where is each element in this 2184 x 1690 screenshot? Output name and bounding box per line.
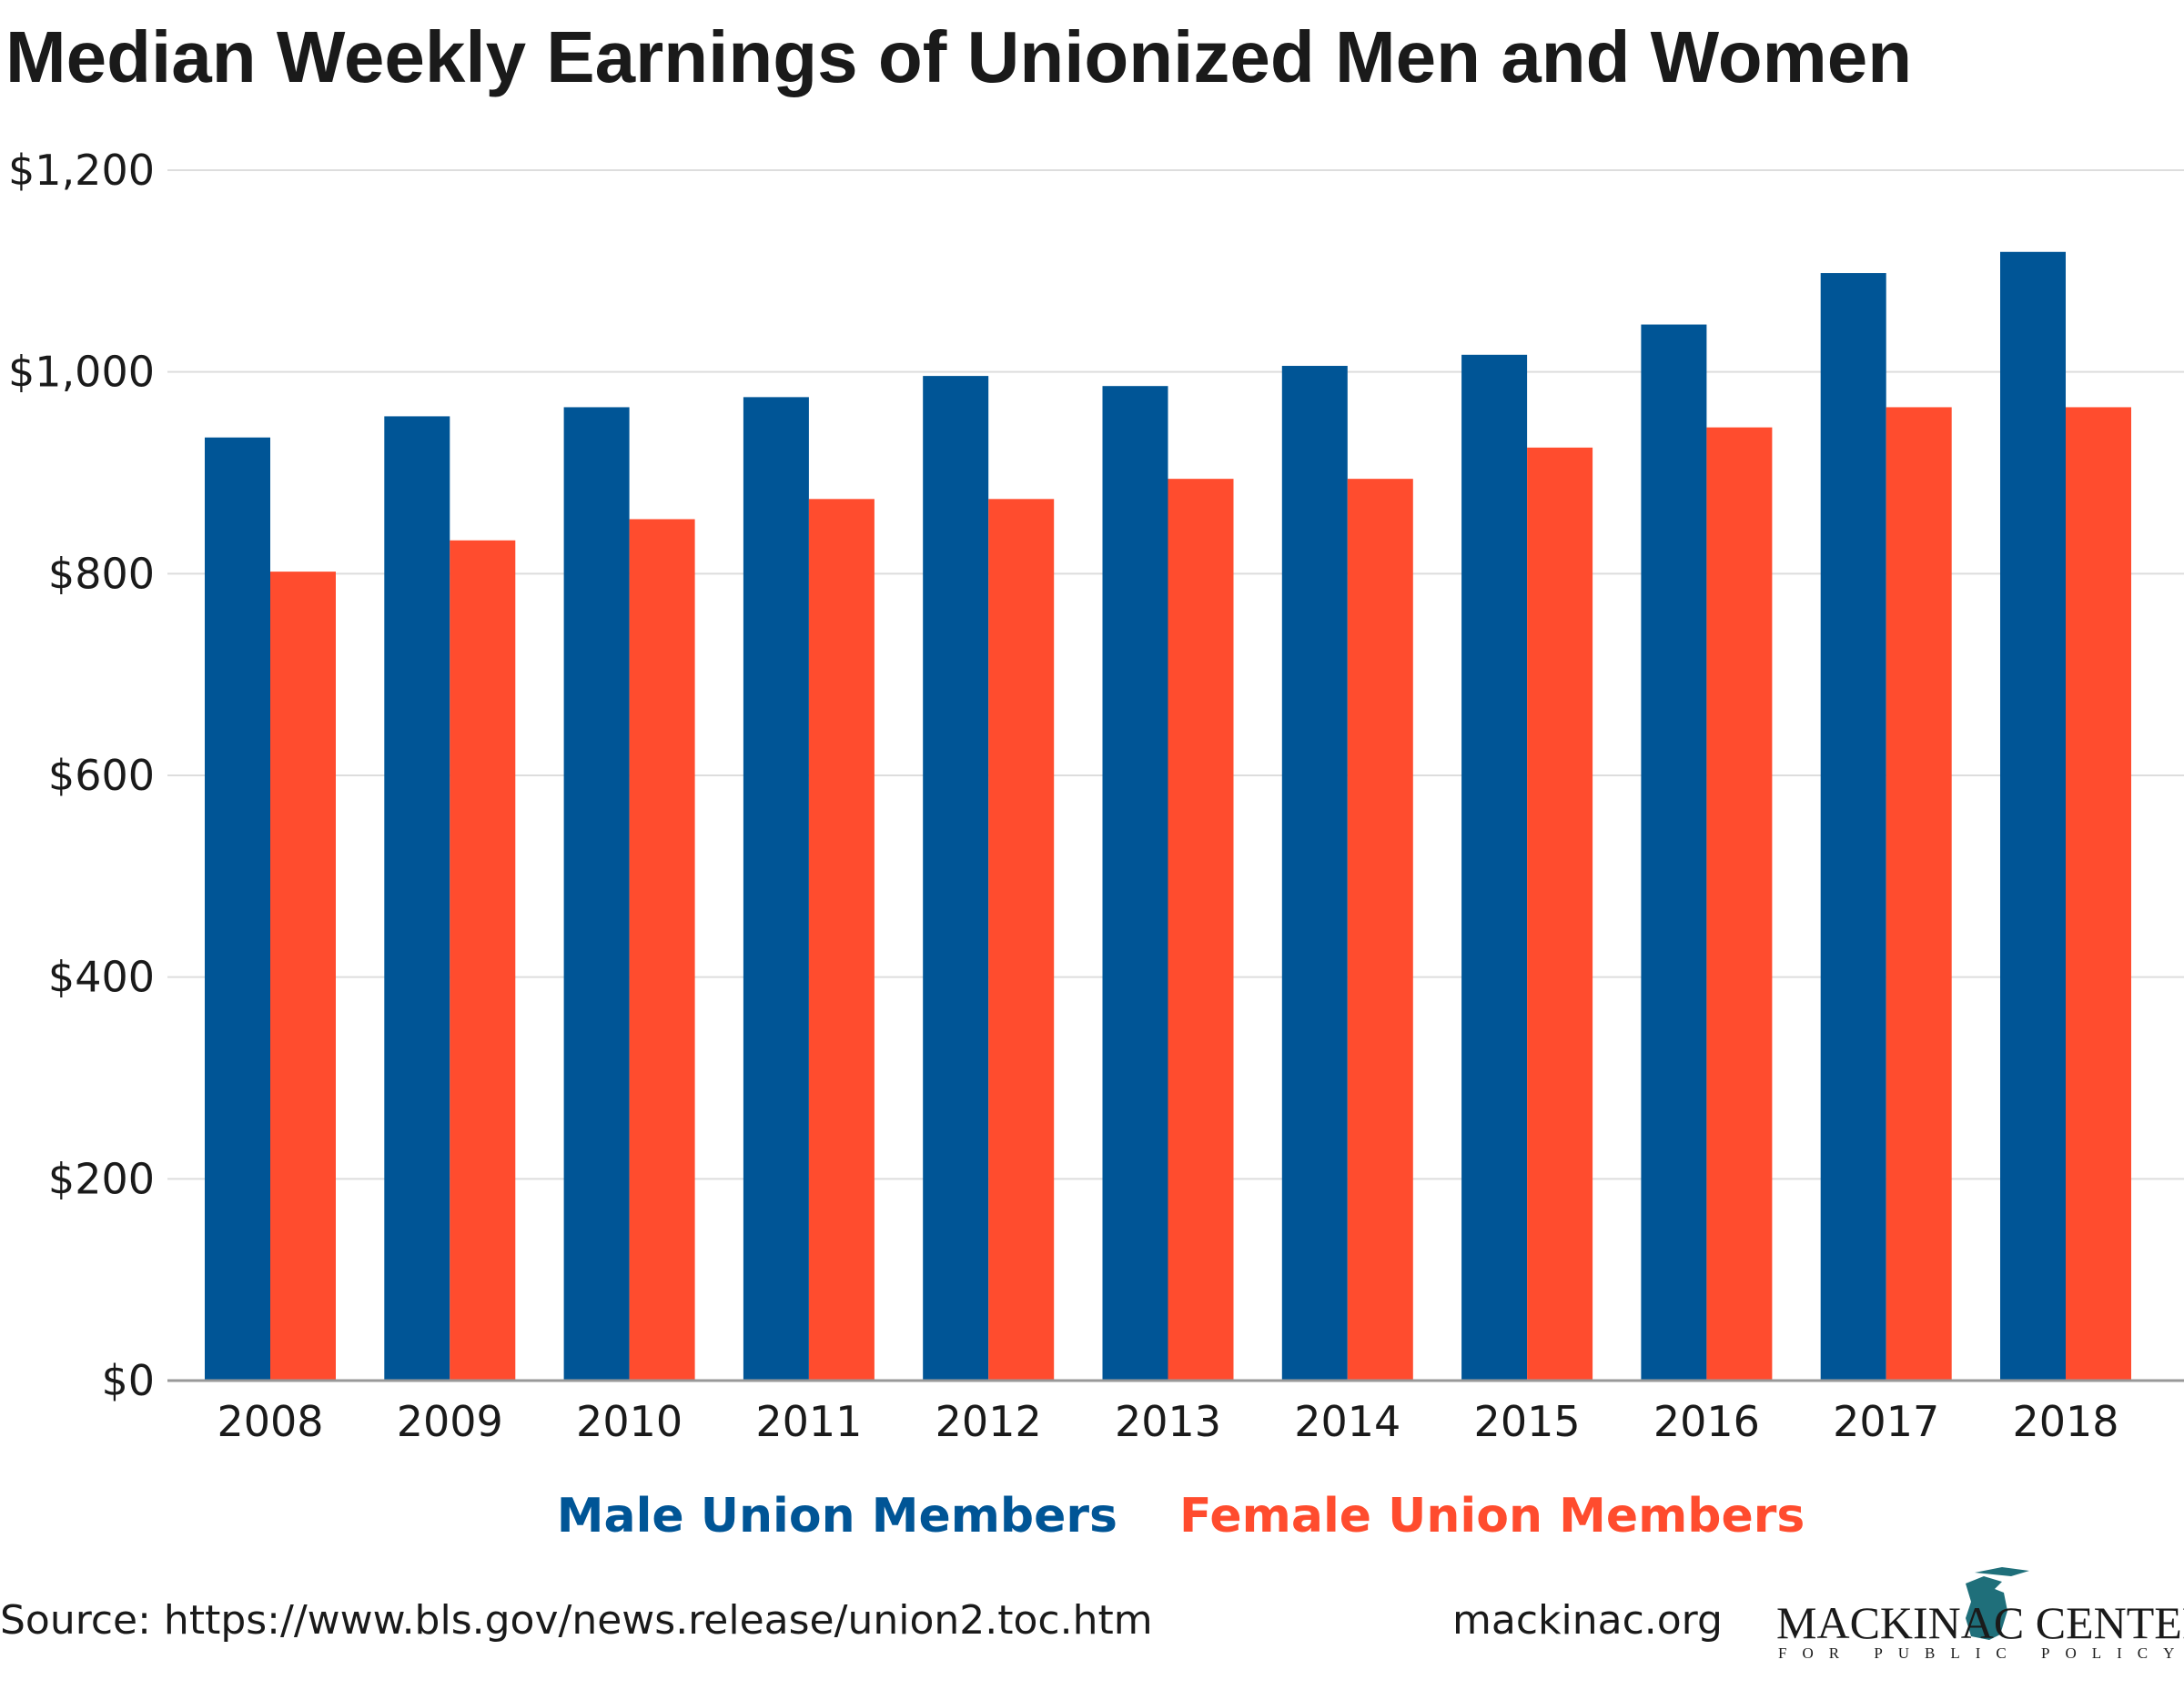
bar-male-2010 — [563, 407, 630, 1381]
mackinac-center-logo: MACKINAC CENTER FOR PUBLIC POLICY — [1776, 1567, 2184, 1662]
website-link[interactable]: mackinac.org — [1452, 1597, 1723, 1644]
bar-male-2009 — [384, 416, 450, 1381]
bar-female-2012 — [988, 499, 1055, 1381]
chart-title: Median Weekly Earnings of Unionized Men … — [5, 16, 1912, 97]
legend-female: Female Union Members — [1179, 1489, 1805, 1543]
bar-female-2017 — [1886, 407, 1952, 1381]
bar-male-2016 — [1641, 324, 1707, 1381]
y-tick-label: $0 — [101, 1356, 155, 1405]
bar-female-2009 — [450, 540, 516, 1381]
bar-female-2008 — [270, 572, 336, 1381]
x-axis-ticks: 2008 2009 2010 2011 2012 2013 2014 2015 2016 2017… — [217, 1397, 2118, 1446]
michigan-map-icon — [1966, 1567, 2029, 1640]
bar-male-2011 — [743, 397, 809, 1381]
y-axis-ticks: $0 $200 $400 $600 $800 $1,000 $1,200 — [8, 146, 155, 1405]
bar-male-2008 — [205, 437, 270, 1381]
bar-male-2018 — [2000, 251, 2066, 1381]
source-note: Source: https://www.bls.gov/news.release… — [0, 1597, 1153, 1644]
bar-male-2013 — [1102, 386, 1168, 1381]
bar-female-2015 — [1527, 447, 1593, 1381]
bar-female-2011 — [808, 499, 875, 1381]
x-tick-label: 2018 — [2012, 1397, 2118, 1446]
y-tick-label: $200 — [48, 1154, 155, 1203]
y-tick-label: $400 — [48, 953, 155, 1002]
x-tick-label: 2010 — [576, 1397, 682, 1446]
bar-female-2010 — [629, 519, 695, 1381]
bars — [205, 251, 2131, 1381]
bar-female-2014 — [1347, 479, 1413, 1381]
legend-male: Male Union Members — [557, 1489, 1117, 1543]
x-tick-label: 2017 — [1833, 1397, 1939, 1446]
y-tick-label: $800 — [48, 549, 155, 598]
x-tick-label: 2016 — [1653, 1397, 1760, 1446]
x-tick-label: 2014 — [1294, 1397, 1400, 1446]
x-tick-label: 2011 — [755, 1397, 862, 1446]
y-tick-label: $1,200 — [8, 146, 155, 195]
x-tick-label: 2013 — [1115, 1397, 1221, 1446]
x-tick-label: 2009 — [397, 1397, 503, 1446]
logo-text: MACKINAC CENTER — [1776, 1597, 2184, 1648]
bar-female-2018 — [2066, 407, 2131, 1381]
x-tick-label: 2008 — [217, 1397, 323, 1446]
logo-subtext: FOR PUBLIC POLICY — [1778, 1644, 2184, 1662]
x-tick-label: 2012 — [935, 1397, 1042, 1446]
bar-male-2015 — [1461, 354, 1528, 1381]
y-tick-label: $600 — [48, 751, 155, 800]
bar-male-2012 — [923, 376, 989, 1381]
y-tick-label: $1,000 — [8, 348, 155, 397]
bar-male-2014 — [1281, 366, 1348, 1381]
legend: Male Union Members Female Union Members — [557, 1489, 1805, 1543]
bar-female-2013 — [1168, 479, 1234, 1381]
x-tick-label: 2015 — [1474, 1397, 1581, 1446]
bar-male-2017 — [1820, 273, 1886, 1381]
bar-female-2016 — [1706, 427, 1773, 1381]
